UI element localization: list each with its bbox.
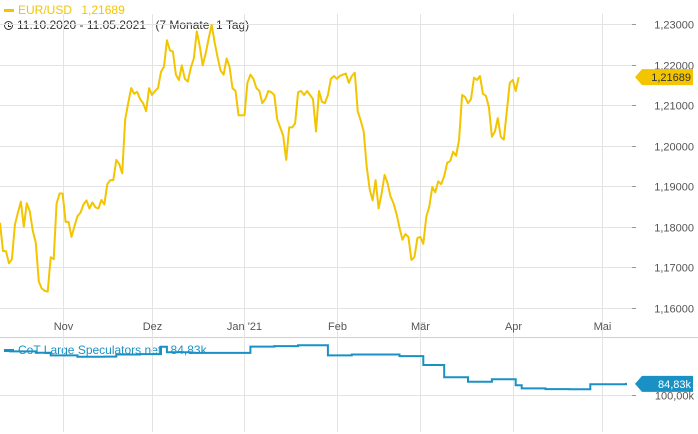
x-tick-label: Mai [594,321,612,333]
cot-y-tick-label: 100,00k [655,391,695,403]
price-legend-value: 1,21689 [81,3,125,17]
cot-last-value-badge-shape [635,375,693,392]
price-last-value-badge-text: 1,21689 [651,72,691,84]
y-tick-label: 1,16000 [654,304,694,316]
y-tick-label: 1,23000 [654,20,694,32]
x-tick-label: Mär [411,321,430,333]
y-tick-label: 1,21000 [654,101,694,113]
y-tick-label: 1,17000 [654,263,694,275]
price-legend[interactable]: EUR/USD 1,21689 [4,3,125,17]
price-last-value-badge: 1,21689 [635,69,693,86]
cot-last-value-badge: 84,83k [635,375,693,392]
y-tick-label: 1,20000 [654,142,694,154]
y-tick-label: 1,19000 [654,182,694,194]
x-tick-label: Feb [328,321,347,333]
y-tick-label: 1,18000 [654,223,694,235]
price-last-value-badge-shape [635,69,693,86]
cot-last-value-badge-text: 84,83k [658,379,692,391]
price-legend-symbol: EUR/USD [18,3,73,17]
x-tick-label: Nov [54,321,74,333]
x-tick-label: Jan '21 [227,321,262,333]
x-tick-label: Dez [143,321,163,333]
price-legend-marker [4,9,14,13]
x-tick-label: Apr [505,321,522,333]
eurusd-price-line [0,23,520,293]
cot-speculators-line [8,344,627,391]
